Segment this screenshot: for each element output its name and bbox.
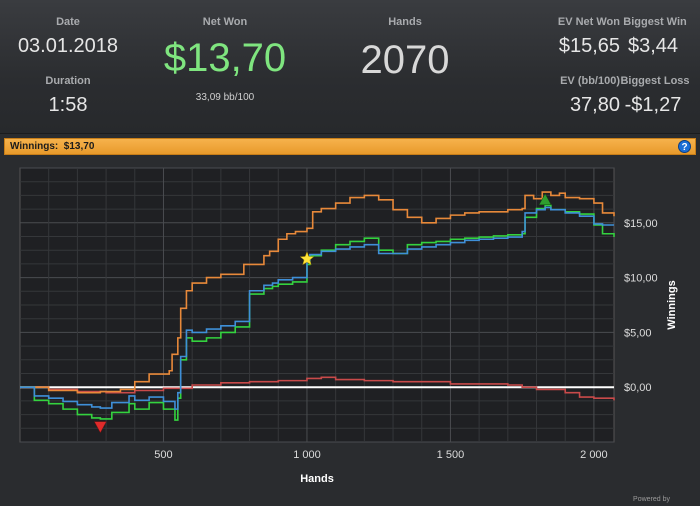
marker-star (299, 251, 315, 266)
net-won-bb100: 33,09 bb/100 (195, 92, 255, 103)
winnings-chart-svg: $0,00 $5,00 $10,00 $15,00 500 1 000 1 500 2 000… (19, 167, 678, 485)
duration-value: 1:58 (48, 94, 88, 116)
date-value: 03.01.2018 (17, 35, 119, 57)
marker-biggest-loss (93, 421, 107, 434)
ev-net-won-label: EV Net Won (557, 16, 620, 28)
duration-label: Duration (45, 75, 91, 87)
date-label: Date (56, 16, 80, 28)
biggest-loss-value: -$1,27 (624, 94, 682, 116)
x-tick-label: 1 000 (293, 449, 321, 461)
biggest-loss-label: Biggest Loss (620, 75, 690, 87)
net-won-value: $13,70 (163, 36, 287, 80)
y-tick-label: $10,00 (624, 273, 658, 285)
x-tick-label: 500 (154, 449, 172, 461)
chart-title-prefix: Winnings: (10, 141, 59, 152)
biggest-win-value: $3,44 (627, 35, 679, 57)
y-tick-label: $15,00 (624, 218, 658, 230)
ev-net-won-value: $15,65 (558, 35, 620, 57)
series-line-orange (20, 191, 615, 394)
y-axis-label: Winnings (666, 280, 678, 329)
ev-bb100-label: EV (bb/100) (560, 75, 620, 87)
hands-label: Hands (388, 16, 422, 28)
help-icon[interactable]: ? (678, 140, 691, 153)
chart-title-bar: Winnings: $13,70 ? (4, 138, 696, 155)
x-axis-label: Hands (300, 473, 334, 485)
winnings-chart: $0,00 $5,00 $10,00 $15,00 500 1 000 1 500 2 000… (0, 156, 700, 501)
ev-bb100-value: 37,80 (569, 94, 620, 116)
y-tick-label: $0,00 (624, 382, 652, 394)
marker-biggest-win (538, 193, 552, 206)
chart-title: Winnings: $13,70 (10, 141, 94, 152)
y-tick-label: $5,00 (624, 327, 652, 339)
stats-panel: Date 03.01.2018 Duration 1:58 Net Won $1… (0, 0, 700, 134)
footer-powered-by: Powered by (633, 496, 670, 503)
x-tick-label: 2 000 (580, 449, 608, 461)
chart-title-value: $13,70 (63, 141, 95, 152)
x-tick-label: 1 500 (437, 449, 465, 461)
net-won-label: Net Won (202, 16, 248, 28)
series-line-blue (20, 206, 614, 410)
series-line-red (20, 376, 615, 401)
biggest-win-label: Biggest Win (623, 16, 687, 28)
hands-value: 2070 (360, 38, 450, 82)
